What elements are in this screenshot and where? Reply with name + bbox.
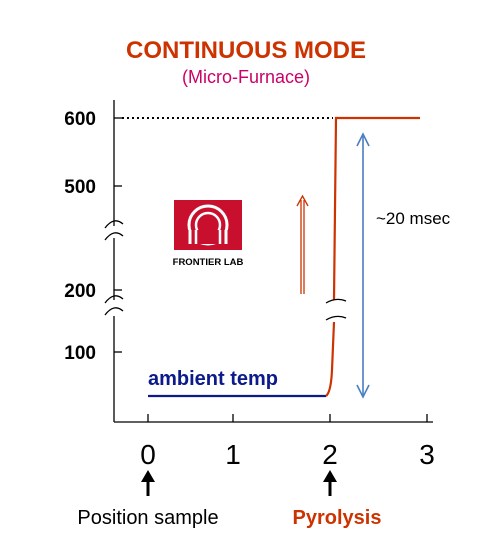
x-tick-label-3: 3 — [419, 439, 435, 470]
duration-label: ~20 msec — [376, 209, 451, 228]
rising-arrow-icon — [296, 194, 309, 294]
series-line-upper — [332, 116, 420, 301]
series-break-top — [325, 298, 347, 304]
position-arrow-icon — [141, 470, 155, 496]
position-sample-label: Position sample — [77, 507, 218, 529]
y-tick-label-200: 200 — [64, 281, 96, 302]
pyrolysis-label: Pyrolysis — [293, 507, 382, 529]
y-axis-break-bottom — [104, 232, 124, 241]
duration-arrow-icon — [356, 132, 370, 399]
y-axis-break-lower-bottom — [104, 307, 124, 316]
frontier-lab-logo: FRONTIER LAB — [173, 200, 244, 268]
x-tick-label-0: 0 — [140, 439, 156, 470]
x-tick-label-1: 1 — [225, 439, 241, 470]
series-line-lower — [325, 321, 336, 397]
y-tick-label-500: 500 — [64, 177, 96, 198]
series-break-bottom — [325, 315, 347, 321]
y-ticks: 600 500 200 100 — [64, 109, 122, 364]
chart-title: CONTINUOUS MODE — [126, 37, 366, 64]
ambient-label: ambient temp — [148, 368, 278, 390]
x-ticks: 0 1 2 3 — [140, 414, 435, 470]
logo-text: FRONTIER LAB — [173, 257, 244, 268]
chart-subtitle: (Micro-Furnace) — [182, 67, 310, 87]
y-tick-label-100: 100 — [64, 343, 96, 364]
y-axis-break-top — [104, 220, 124, 229]
x-tick-label-2: 2 — [322, 439, 338, 470]
series-break-marks — [325, 298, 347, 321]
y-tick-label-600: 600 — [64, 109, 96, 130]
temperature-series — [325, 116, 420, 397]
pyrolysis-arrow-icon — [323, 470, 337, 496]
y-axis-break-lower-top — [104, 295, 124, 304]
